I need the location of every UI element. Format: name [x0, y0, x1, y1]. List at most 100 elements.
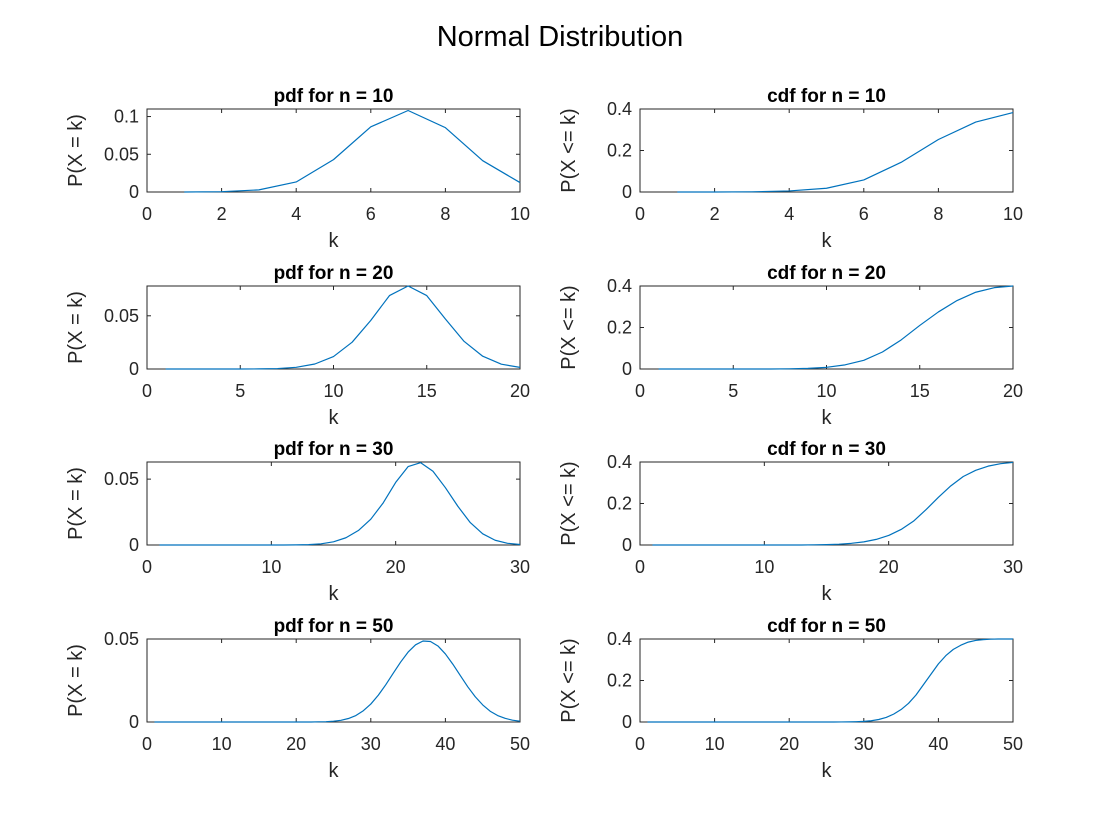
cdf-n10-title: cdf for n = 10 — [767, 86, 886, 107]
pdf-n10-xtick-label: 6 — [366, 204, 376, 224]
cdf-n30-ylabel: P(X <= k) — [558, 461, 580, 545]
cdf-n30-title: cdf for n = 30 — [767, 439, 886, 460]
cdf-n20-xtick-label: 10 — [816, 381, 836, 401]
pdf-n20-subplot: pdf for n = 20 0 5 10 15 20 0 0.05 k P(X = k) — [65, 263, 530, 429]
pdf-n50-ylabel: P(X = k) — [65, 644, 87, 717]
cdf-n20-xlabel: k — [822, 407, 833, 429]
cdf-n30-xtick-label: 20 — [879, 557, 899, 577]
pdf-n30-xtick-label: 30 — [510, 557, 530, 577]
pdf-n20-ytick-label: 0.05 — [104, 306, 139, 326]
cdf-n30-ytick-label: 0.2 — [607, 494, 632, 514]
cdf-n30-subplot: cdf for n = 30 0 10 20 30 0 0.2 0.4 k P(X <= k) — [558, 439, 1023, 605]
pdf-n10-xtick-label: 0 — [142, 204, 152, 224]
pdf-n10-ytick-label: 0 — [129, 182, 139, 202]
pdf-n50-title: pdf for n = 50 — [274, 616, 394, 637]
pdf-n30-xtick-label: 10 — [261, 557, 281, 577]
cdf-n30-ytick-label: 0.4 — [607, 452, 632, 472]
figure-title: Normal Distribution — [437, 21, 684, 53]
pdf-n10-title: pdf for n = 10 — [274, 86, 394, 107]
pdf-n50-xlabel: k — [329, 760, 340, 782]
cdf-n30-series-line — [652, 461, 1014, 546]
cdf-n20-ytick-label: 0.2 — [607, 318, 632, 338]
pdf-n20-xlabel: k — [329, 407, 340, 429]
cdf-n20-ylabel: P(X <= k) — [558, 285, 580, 369]
cdf-n50-xtick-label: 20 — [779, 734, 799, 754]
pdf-n10-ytick-label: 0.05 — [104, 144, 139, 164]
pdf-n20-xtick-label: 20 — [510, 381, 530, 401]
cdf-n50-ytick-label: 0 — [622, 712, 632, 732]
cdf-n20-axes-box — [639, 285, 1014, 370]
cdf-n30-ytick-label: 0 — [622, 535, 632, 555]
pdf-n10-xtick-label: 2 — [217, 204, 227, 224]
cdf-n10-subplot: cdf for n = 10 0 2 4 6 8 10 0 0.2 0.4 k P(X <= k) — [558, 86, 1023, 252]
cdf-n10-xtick-label: 2 — [710, 204, 720, 224]
cdf-n50-subplot: cdf for n = 50 0 10 20 30 40 50 0 0.2 0.4 k P(X <= … — [558, 616, 1023, 782]
pdf-n20-axes-box — [146, 285, 521, 370]
pdf-n10-subplot: pdf for n = 10 0 2 4 6 8 10 0 0.05 0.1 k P(X = k) — [65, 86, 530, 252]
pdf-n30-series-line — [159, 462, 521, 546]
cdf-n20-subplot: cdf for n = 20 0 5 10 15 20 0 0.2 0.4 k P(X <= k) — [558, 263, 1023, 429]
cdf-n10-xtick-label: 8 — [933, 204, 943, 224]
cdf-n50-xtick-label: 0 — [635, 734, 645, 754]
pdf-n30-title: pdf for n = 30 — [274, 439, 394, 460]
pdf-n30-subplot: pdf for n = 30 0 10 20 30 0 0.05 k P(X = k) — [65, 439, 530, 605]
cdf-n10-ytick-label: 0.2 — [607, 141, 632, 161]
pdf-n30-axes-box — [146, 461, 521, 546]
pdf-n20-ytick-label: 0 — [129, 359, 139, 379]
cdf-n20-xtick-label: 15 — [910, 381, 930, 401]
pdf-n50-series-line — [154, 640, 521, 723]
pdf-n10-ylabel: P(X = k) — [65, 114, 87, 187]
cdf-n10-xtick-label: 6 — [859, 204, 869, 224]
pdf-n50-ytick-label: 0.05 — [104, 629, 139, 649]
pdf-n30-ytick-label: 0.05 — [104, 469, 139, 489]
pdf-n30-xlabel: k — [329, 583, 340, 605]
cdf-n10-axes-box — [639, 108, 1014, 193]
pdf-n50-xtick-label: 20 — [286, 734, 306, 754]
cdf-n50-ytick-label: 0.4 — [607, 629, 632, 649]
cdf-n50-series-line — [647, 638, 1013, 723]
subplot-grid: pdf for n = 10 0 2 4 6 8 10 0 0.05 0.1 k P(X = k) cd… — [65, 86, 1023, 782]
cdf-n50-title: cdf for n = 50 — [767, 616, 886, 637]
pdf-n50-xtick-label: 30 — [361, 734, 381, 754]
pdf-n10-xtick-label: 8 — [440, 204, 450, 224]
pdf-n50-xtick-label: 10 — [212, 734, 232, 754]
pdf-n50-xtick-label: 40 — [435, 734, 455, 754]
cdf-n30-xtick-label: 10 — [754, 557, 774, 577]
cdf-n10-ytick-label: 0.4 — [607, 99, 632, 119]
cdf-n10-ylabel: P(X <= k) — [558, 108, 580, 192]
cdf-n10-xtick-label: 10 — [1003, 204, 1023, 224]
pdf-n20-xtick-label: 0 — [142, 381, 152, 401]
pdf-n50-xtick-label: 50 — [510, 734, 530, 754]
pdf-n10-xlabel: k — [329, 230, 340, 252]
cdf-n50-xlabel: k — [822, 760, 833, 782]
cdf-n50-axes-box — [639, 638, 1014, 723]
pdf-n20-ylabel: P(X = k) — [65, 291, 87, 364]
pdf-n50-axes-box — [146, 638, 521, 723]
cdf-n20-title: cdf for n = 20 — [767, 263, 886, 284]
pdf-n20-series-line — [165, 285, 521, 370]
pdf-n30-xtick-label: 0 — [142, 557, 152, 577]
cdf-n10-xlabel: k — [822, 230, 833, 252]
pdf-n50-ytick-label: 0 — [129, 712, 139, 732]
cdf-n50-xtick-label: 50 — [1003, 734, 1023, 754]
cdf-n20-xtick-label: 0 — [635, 381, 645, 401]
cdf-n20-xtick-label: 20 — [1003, 381, 1023, 401]
pdf-n10-xtick-label: 4 — [291, 204, 301, 224]
cdf-n50-xtick-label: 10 — [705, 734, 725, 754]
pdf-n10-ytick-label: 0.1 — [114, 107, 139, 127]
pdf-n10-series-line — [184, 109, 521, 193]
cdf-n10-xtick-label: 0 — [635, 204, 645, 224]
cdf-n20-ytick-label: 0.4 — [607, 276, 632, 296]
cdf-n50-xtick-label: 30 — [854, 734, 874, 754]
cdf-n10-ytick-label: 0 — [622, 182, 632, 202]
cdf-n30-axes-box — [639, 461, 1014, 546]
cdf-n20-xtick-label: 5 — [728, 381, 738, 401]
cdf-n50-ylabel: P(X <= k) — [558, 638, 580, 722]
cdf-n20-ytick-label: 0 — [622, 359, 632, 379]
cdf-n10-xtick-label: 4 — [784, 204, 794, 224]
pdf-n20-xtick-label: 5 — [235, 381, 245, 401]
pdf-n20-xtick-label: 15 — [417, 381, 437, 401]
pdf-n20-title: pdf for n = 20 — [274, 263, 394, 284]
pdf-n30-ytick-label: 0 — [129, 535, 139, 555]
